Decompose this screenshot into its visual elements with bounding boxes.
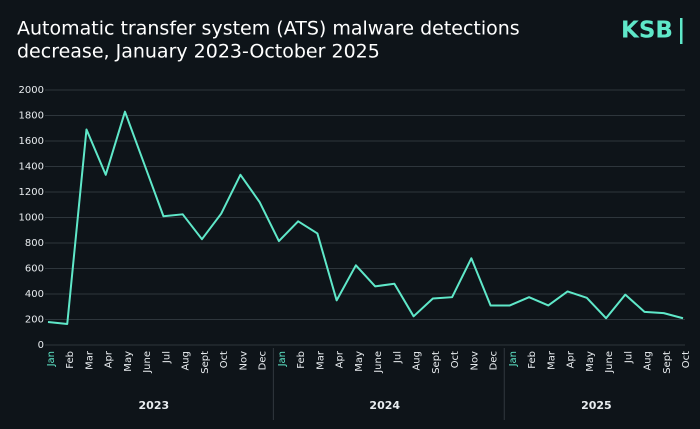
x-tick-label: Mar — [546, 350, 557, 370]
x-tick-label: Jan — [46, 351, 57, 367]
x-tick-label: Nov — [469, 351, 480, 371]
x-tick-label: June — [142, 351, 153, 374]
x-tick-label: Nov — [238, 351, 249, 371]
x-tick-label: Feb — [65, 351, 76, 369]
x-tick-label: May — [585, 351, 596, 372]
x-tick-label: Aug — [412, 351, 423, 371]
x-tick-label: Oct — [450, 351, 461, 368]
x-tick-label: June — [604, 351, 615, 374]
x-tick-label: Apr — [104, 350, 115, 368]
y-tick-label: 800 — [25, 238, 44, 249]
x-tick-label: Oct — [219, 351, 230, 368]
x-tick-label: Mar — [84, 350, 95, 370]
year-label: 2024 — [369, 399, 400, 412]
x-tick-label: Jul — [623, 351, 634, 364]
x-tick-label: Mar — [315, 350, 326, 370]
x-tick-label: Feb — [296, 351, 307, 369]
logo-bar — [680, 18, 683, 44]
x-tick-label: Dec — [489, 351, 500, 370]
logo: KSB — [621, 18, 673, 44]
x-tick-label: Apr — [566, 350, 577, 368]
chart-title: Automatic transfer system (ATS) malware … — [17, 18, 520, 40]
year-label: 2023 — [139, 399, 170, 412]
y-tick-label: 0 — [38, 340, 44, 351]
x-tick-label: Aug — [181, 351, 192, 371]
y-tick-label: 1600 — [19, 136, 44, 147]
chart-title: decrease, January 2023-October 2025 — [17, 41, 380, 63]
y-tick-label: 1800 — [19, 111, 44, 122]
x-tick-label: Sept — [431, 351, 442, 374]
y-tick-label: 600 — [25, 264, 44, 275]
year-label: 2025 — [581, 399, 612, 412]
y-tick-label: 1400 — [19, 162, 44, 173]
x-tick-label: Feb — [527, 351, 538, 369]
x-tick-label: Aug — [643, 351, 654, 371]
x-tick-label: May — [354, 351, 365, 372]
x-tick-label: Jul — [392, 351, 403, 364]
y-tick-label: 2000 — [19, 85, 44, 96]
x-tick-label: Jul — [161, 351, 172, 364]
x-tick-label: Oct — [681, 351, 692, 368]
data-line — [47, 110, 684, 325]
y-tick-label: 200 — [25, 315, 44, 326]
x-tick-label: May — [123, 351, 134, 372]
x-tick-label: Jan — [277, 351, 288, 367]
x-tick-label: Dec — [258, 351, 269, 370]
y-tick-label: 1000 — [19, 213, 44, 224]
x-tick-label: Apr — [335, 350, 346, 368]
y-tick-label: 1200 — [19, 187, 44, 198]
x-tick-label: Jan — [508, 351, 519, 367]
x-tick-label: Sept — [662, 351, 673, 374]
x-tick-label: Sept — [200, 351, 211, 374]
x-tick-label: June — [373, 351, 384, 374]
y-tick-label: 400 — [25, 289, 44, 300]
